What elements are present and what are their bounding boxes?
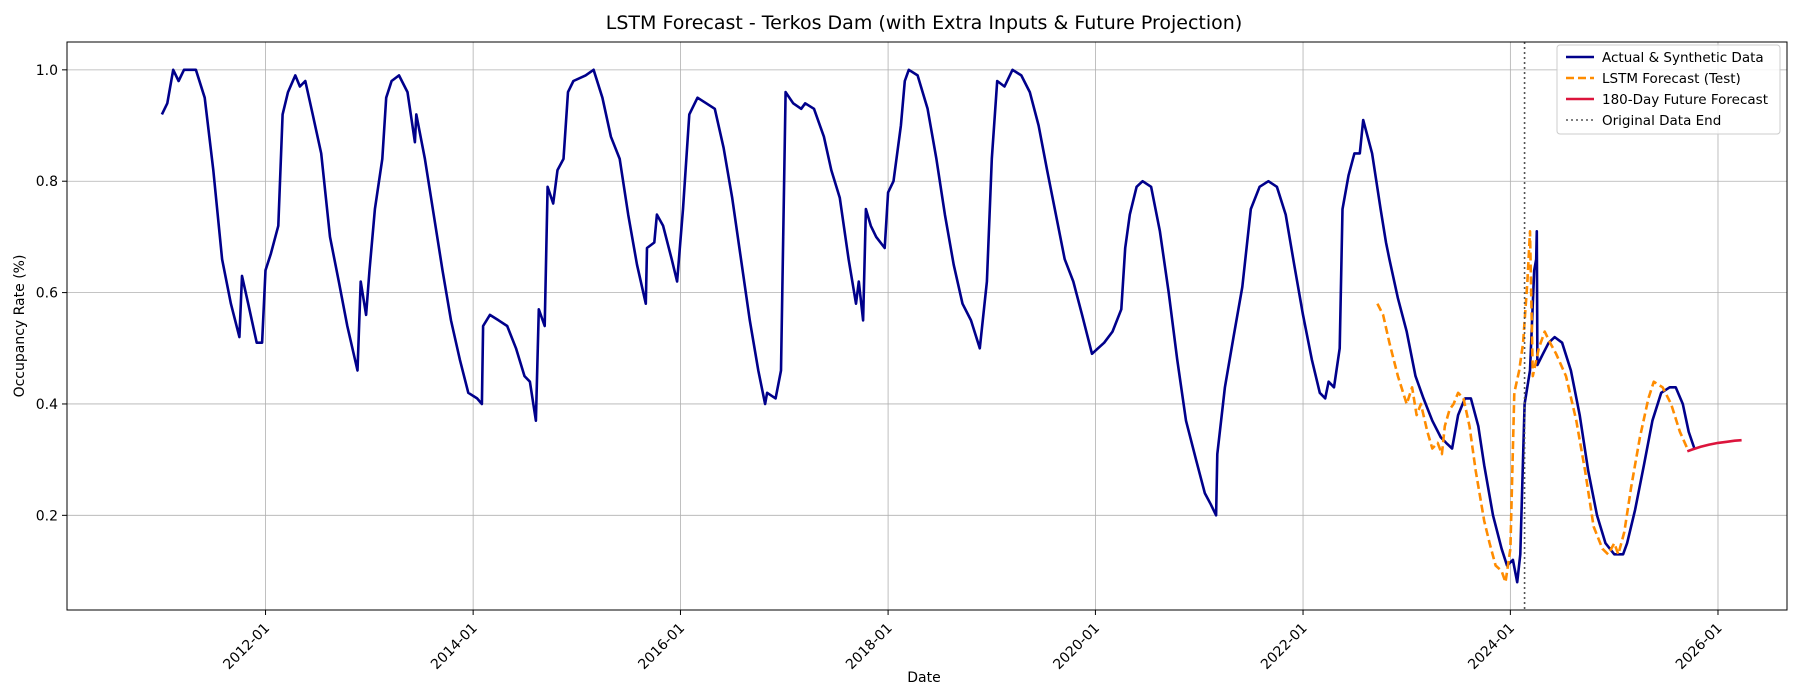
actual-synthetic-line (160, 68, 1696, 584)
lstm-forecast-line (1376, 230, 1689, 584)
y-tick-label: 1.0 (36, 63, 58, 79)
legend-label: Original Data End (1602, 113, 1721, 129)
grid (67, 42, 1787, 610)
legend-label: Actual & Synthetic Data (1602, 50, 1764, 66)
x-axis-label: Date (907, 670, 940, 686)
chart-title: LSTM Forecast - Terkos Dam (with Extra I… (606, 12, 1242, 34)
y-tick-label: 0.4 (36, 397, 58, 413)
future-forecast-line (1686, 438, 1742, 453)
y-tick-label: 0.8 (36, 174, 58, 190)
legend-box (1556, 44, 1781, 135)
y-tick-label: 0.2 (36, 508, 58, 524)
y-axis: 0.2 0.4 0.6 0.8 1.0 (36, 63, 67, 524)
legend-label: 180-Day Future Forecast (1602, 92, 1768, 108)
legend: Actual & Synthetic Data LSTM Forecast (Te… (1556, 44, 1781, 135)
y-axis-label: Occupancy Rate (%) (12, 255, 28, 398)
y-tick-label: 0.6 (36, 286, 58, 302)
legend-label: LSTM Forecast (Test) (1602, 71, 1741, 87)
plot-frame (66, 41, 1788, 611)
series-layer (160, 68, 1742, 584)
